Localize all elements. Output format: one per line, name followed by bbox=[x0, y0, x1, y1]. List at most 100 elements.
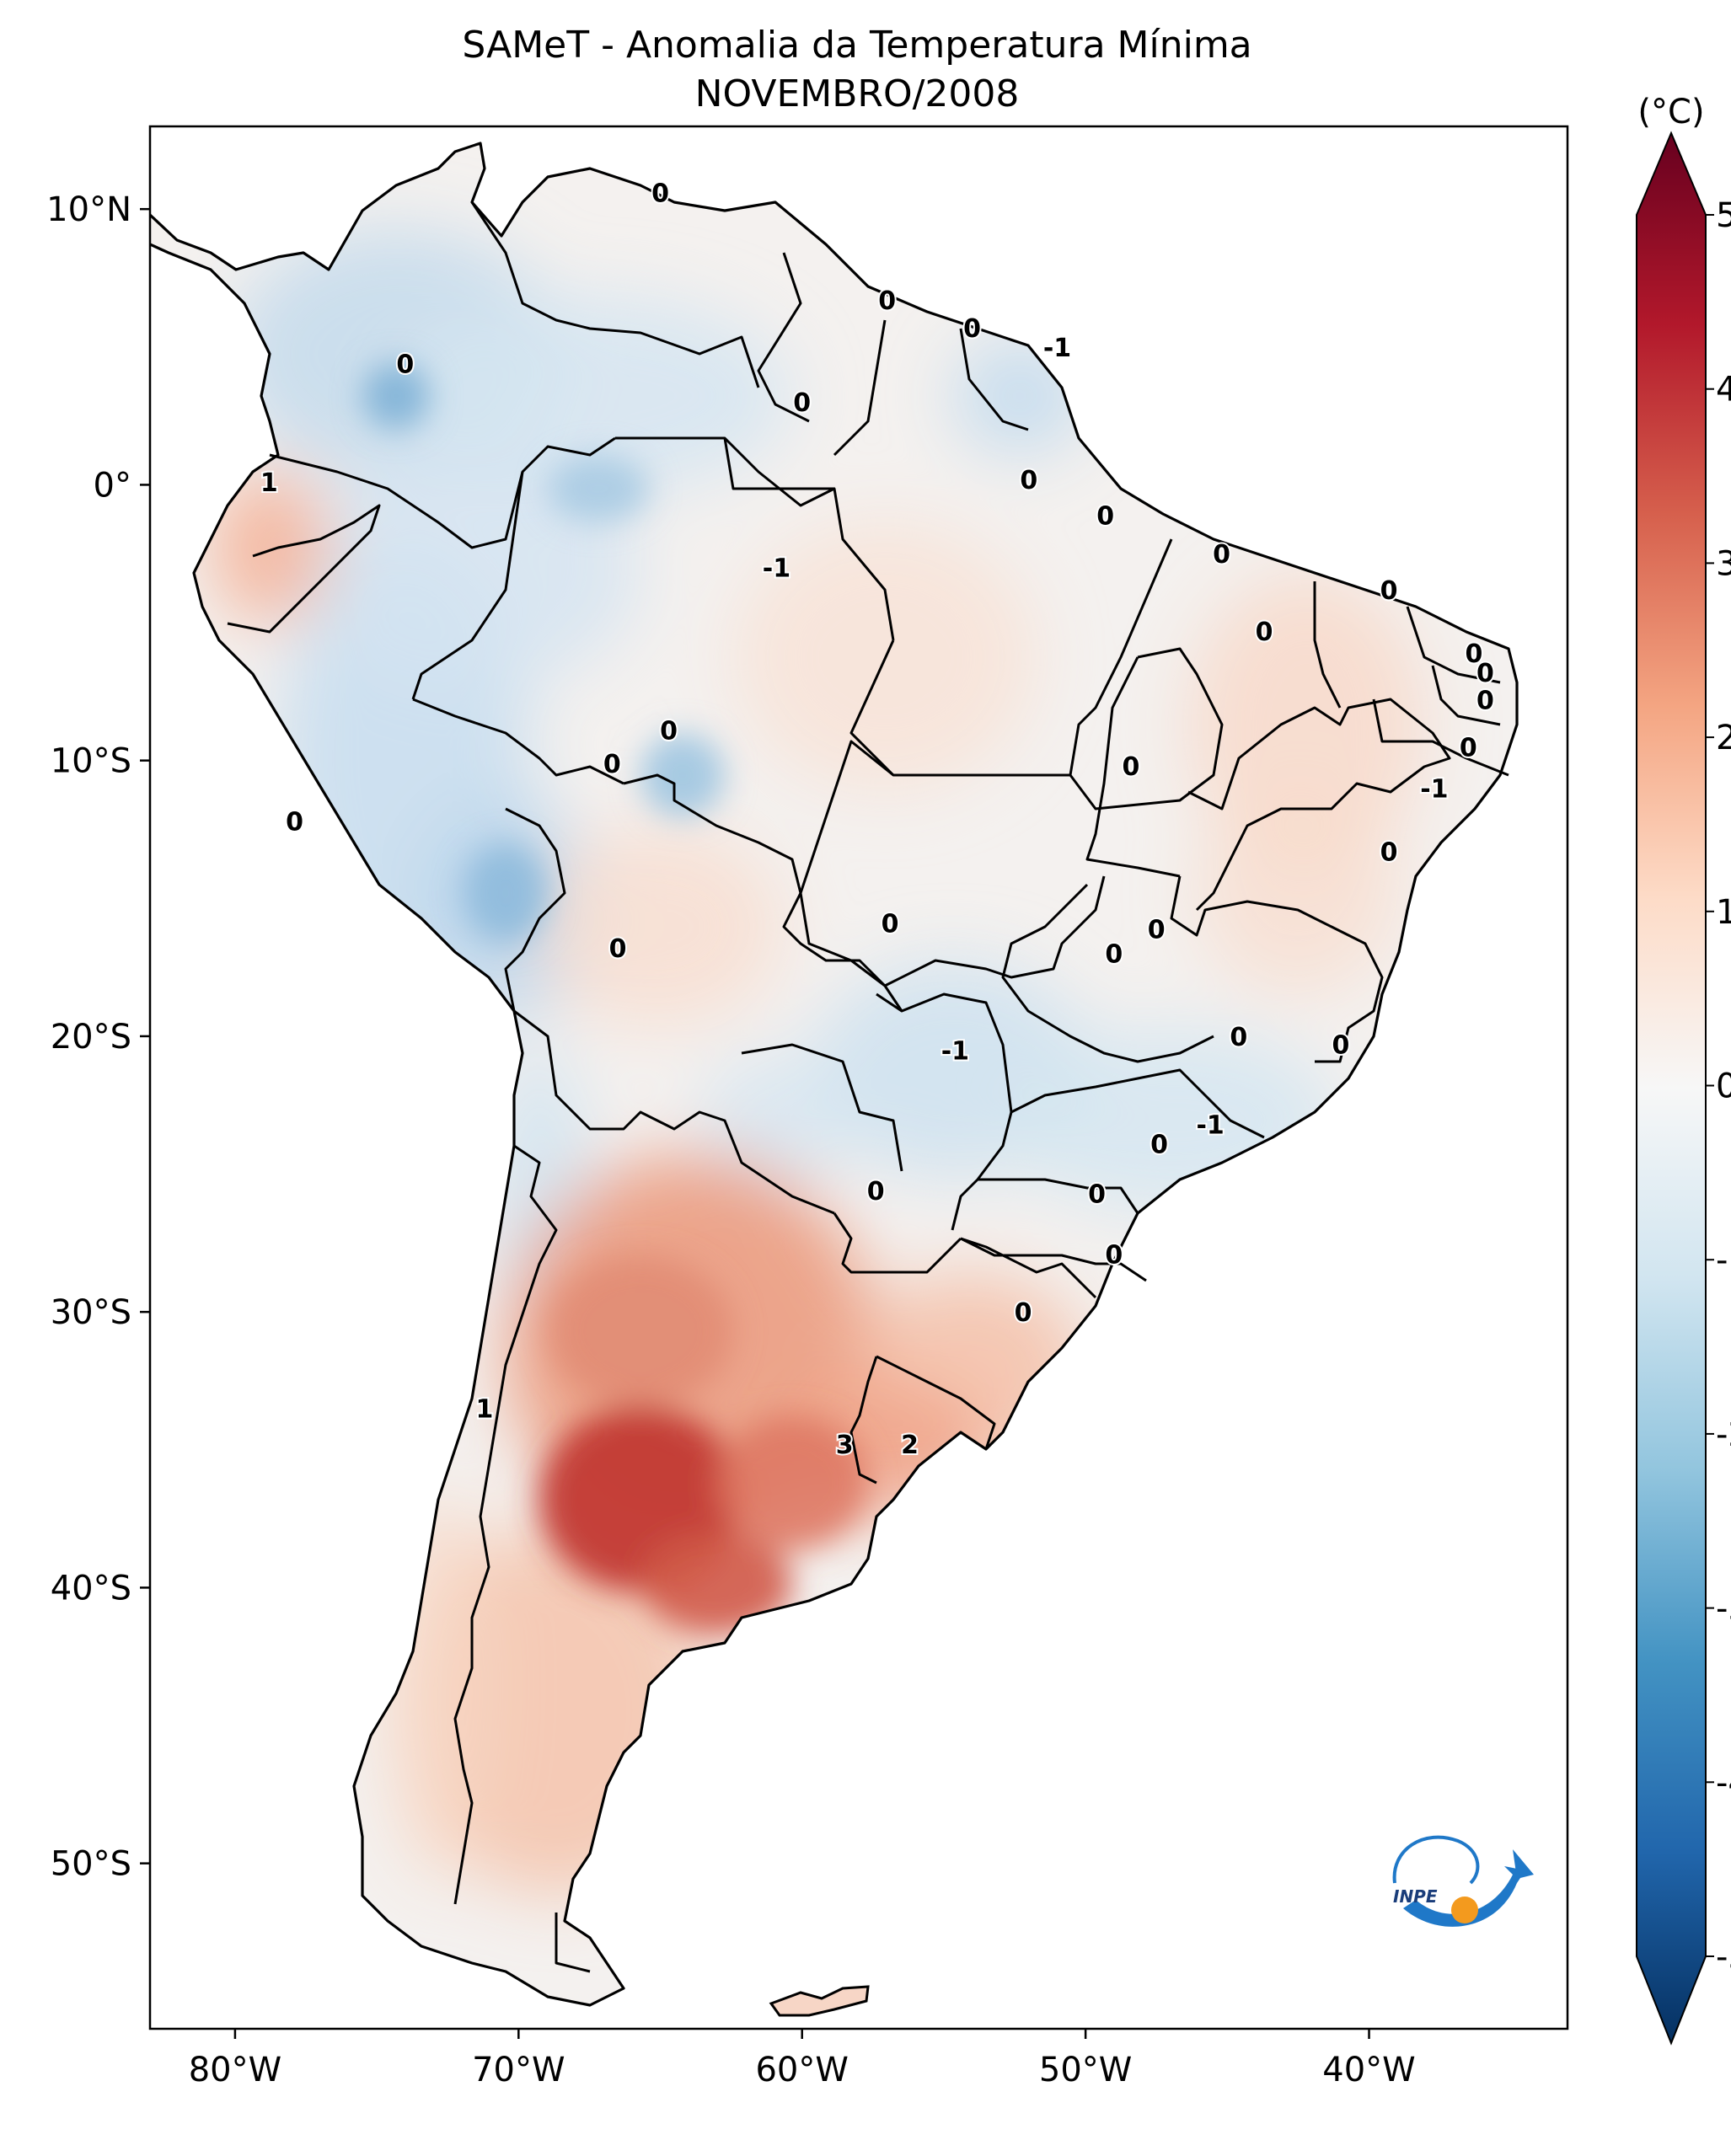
border-ecuador-peru bbox=[227, 504, 381, 634]
contour-label: 0 bbox=[878, 286, 896, 316]
colorbar-units: (°C) bbox=[1637, 93, 1704, 131]
contour-label: 0 bbox=[1105, 1240, 1123, 1270]
contour-label: 2 bbox=[901, 1431, 919, 1460]
contour-label: 0 bbox=[651, 179, 669, 209]
colorbar-tick-label: -3 bbox=[1716, 1590, 1731, 1629]
inpe-logo-arrow-icon bbox=[1513, 1849, 1534, 1879]
contour-label: -1 bbox=[1196, 1111, 1224, 1141]
border-argentina-chile bbox=[453, 1144, 558, 1905]
colorbar-bar bbox=[1636, 131, 1707, 2046]
x-tick-label: 50°W bbox=[1039, 2051, 1132, 2089]
border-brazil-peru bbox=[412, 698, 624, 785]
border-mato-grosso bbox=[799, 740, 1106, 987]
border-paraguay-argentina bbox=[833, 1212, 962, 1274]
contour-label: 0 bbox=[1015, 1298, 1032, 1328]
border-brazil-north bbox=[615, 436, 895, 641]
y-tick-label: 50°S bbox=[51, 1845, 131, 1884]
contour-label: 0 bbox=[963, 314, 981, 344]
contour-label: 0 bbox=[1088, 1180, 1106, 1209]
contour-label: 0 bbox=[1230, 1023, 1247, 1052]
border-northeast-states bbox=[1313, 581, 1509, 777]
border-paraguay-brazil bbox=[876, 992, 1013, 1231]
anomaly-core-buenos-aires bbox=[716, 1415, 868, 1550]
border-brazil-uruguay bbox=[876, 1355, 996, 1450]
anomaly-blob-bahia-warm bbox=[1197, 792, 1399, 994]
x-axis: 80°W 70°W 60°W 50°W 40°W bbox=[189, 2029, 1416, 2089]
border-venezuela-guyana bbox=[757, 252, 810, 423]
border-goias-minas bbox=[1170, 875, 1384, 1063]
map-title: SAMeT - Anomalia da Temperatura Mínima bbox=[462, 24, 1251, 67]
anomaly-blob-western-amazon-cold bbox=[303, 455, 640, 691]
anomaly-blob-northeast-warm bbox=[1188, 573, 1424, 876]
colorbar-ticks: 5 4 3 2 1 0 -1 -2 -3 -4 -5 bbox=[1706, 196, 1731, 1977]
border-suriname-guiana bbox=[959, 328, 1029, 431]
y-tick-label: 10°N bbox=[46, 190, 131, 229]
contour-label: 3 bbox=[836, 1431, 854, 1460]
contour-label: 0 bbox=[882, 910, 899, 939]
border-colombia-venezuela bbox=[470, 201, 760, 388]
x-tick-label: 60°W bbox=[755, 2051, 848, 2089]
border-tierra-del-fuego bbox=[555, 1913, 591, 1973]
colorbar-tick-label: 1 bbox=[1716, 893, 1731, 932]
contour-label: -1 bbox=[763, 554, 790, 584]
falkland-islands bbox=[769, 1985, 870, 2017]
contour-label: 0 bbox=[1476, 659, 1494, 688]
contour-label: -1 bbox=[1420, 774, 1448, 804]
anomaly-core-la-pampa bbox=[640, 1533, 792, 1634]
inpe-logo-orbit-icon bbox=[1392, 1835, 1480, 1885]
contour-label: 0 bbox=[1256, 618, 1273, 647]
border-goias-south bbox=[1001, 883, 1214, 1063]
border-guyana-suriname bbox=[833, 319, 887, 457]
contour-label: 0 bbox=[1020, 466, 1037, 495]
anomaly-core-cordoba bbox=[548, 1255, 733, 1407]
colorbar-tick-label: 2 bbox=[1716, 719, 1731, 757]
y-tick-label: 0° bbox=[94, 466, 131, 505]
colorbar-tick-label: 5 bbox=[1716, 196, 1731, 235]
colorbar-tick-label: 0 bbox=[1716, 1067, 1731, 1106]
anomaly-core-amazonas-cold bbox=[548, 455, 649, 522]
map-border bbox=[148, 125, 1569, 2030]
border-bolivia-paraguay bbox=[741, 1043, 903, 1172]
y-axis: 10°N 0° 10°S 20°S 30°S 40°S 50°S bbox=[46, 190, 150, 1884]
anomaly-core-colombia-cold bbox=[362, 362, 430, 430]
political-borders bbox=[227, 201, 1509, 1973]
contour-label: -1 bbox=[1043, 334, 1071, 363]
contour-label: 0 bbox=[1380, 576, 1398, 606]
anomaly-blob-colombia-cold bbox=[388, 295, 792, 497]
x-tick-label: 70°W bbox=[472, 2051, 565, 2089]
ocean-mask bbox=[150, 126, 1568, 2029]
y-tick-label: 30°S bbox=[51, 1293, 131, 1332]
border-argentina-brazil bbox=[960, 1237, 1097, 1299]
contour-label: 0 bbox=[1150, 1131, 1168, 1160]
contour-label: 0 bbox=[1380, 838, 1398, 868]
contour-label: -1 bbox=[941, 1036, 969, 1066]
contour-label: 0 bbox=[1123, 752, 1140, 782]
border-parana-sp bbox=[1010, 1068, 1265, 1139]
inpe-logo-label: INPE bbox=[1393, 1886, 1438, 1907]
inpe-logo-sun-icon bbox=[1451, 1897, 1478, 1923]
anomaly-core-andes-cold bbox=[464, 843, 548, 944]
colorbar-tick-label: -5 bbox=[1716, 1938, 1731, 1977]
contour-label: 0 bbox=[1096, 501, 1114, 531]
coastline bbox=[150, 142, 1519, 2007]
x-tick-label: 40°W bbox=[1322, 2051, 1415, 2089]
border-bolivia-argentina-chile bbox=[513, 1009, 835, 1215]
contour-label: 0 bbox=[1105, 940, 1123, 970]
anomaly-blob-rondonia-warm bbox=[531, 826, 784, 1028]
contour-label: 0 bbox=[1332, 1031, 1349, 1061]
contour-label: 0 bbox=[793, 388, 811, 418]
y-tick-label: 10°S bbox=[51, 742, 131, 781]
border-parana-sc bbox=[978, 1178, 1139, 1214]
contour-label: 0 bbox=[1466, 639, 1483, 669]
contour-label: 0 bbox=[286, 808, 303, 837]
x-tick-label: 80°W bbox=[189, 2051, 281, 2089]
border-peru-brazil-north bbox=[411, 471, 524, 700]
y-tick-label: 40°S bbox=[51, 1569, 131, 1608]
colorbar-tick-label: 3 bbox=[1716, 544, 1731, 583]
contour-label: 0 bbox=[1213, 540, 1230, 570]
contour-label: 1 bbox=[260, 468, 278, 498]
inpe-logo: INPE bbox=[1392, 1835, 1534, 1927]
contour-label: 0 bbox=[867, 1177, 885, 1206]
